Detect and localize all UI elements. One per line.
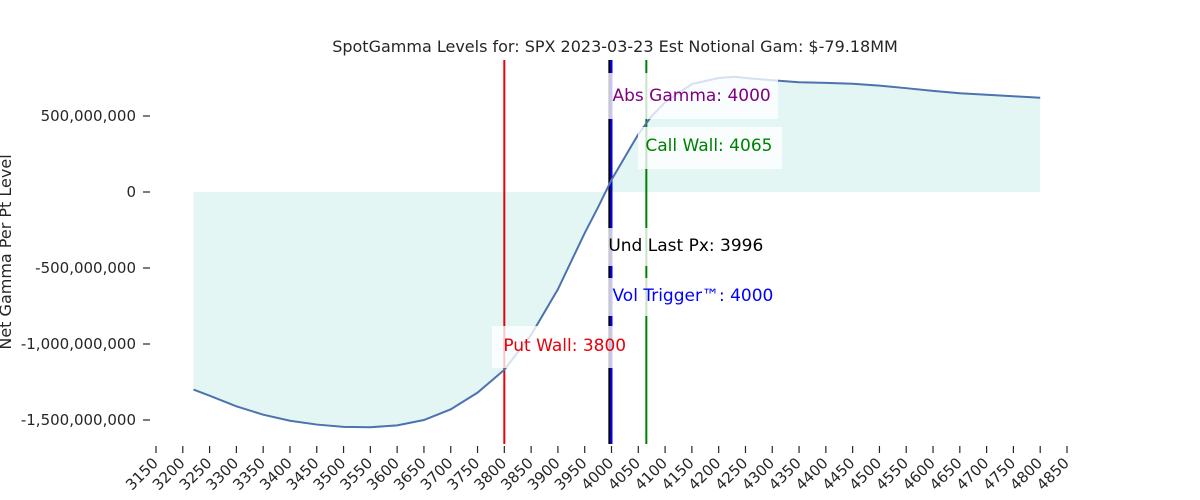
vol-trigger-label-box [604, 278, 772, 316]
y-tick-label: 500,000,000 [41, 107, 136, 125]
y-axis: 500,000,000 0 -500,000,000 -1,000,000,000 -1… [21, 107, 150, 429]
abs-gamma-label: Abs Gamma: 4000 [613, 86, 771, 106]
y-tick-label: 0 [126, 183, 136, 201]
und-last-px-label-box [604, 228, 764, 266]
call-wall-label: Call Wall: 4065 [645, 136, 772, 156]
net-gamma-area [193, 76, 1041, 428]
y-axis-label: Net Gamma Per Pt Level [0, 154, 15, 349]
y-tick-label: -500,000,000 [35, 259, 136, 277]
call-wall-label-box [638, 127, 782, 169]
chart-title: SpotGamma Levels for: SPX 2023-03-23 Est… [332, 37, 898, 56]
y-tick-label: -1,500,000,000 [21, 411, 136, 429]
x-axis: 3150320032503300335034003450350035503600… [122, 446, 1073, 494]
put-wall-label: Put Wall: 3800 [503, 336, 626, 356]
net-gamma-curve [193, 75, 1041, 429]
put-wall-label-box [492, 326, 630, 368]
und-last-px-label: Und Last Px: 3996 [608, 236, 763, 256]
y-tick-label: -1,000,000,000 [21, 335, 136, 353]
net-gamma-curve-layer [193, 75, 1041, 429]
vol-trigger-label: Vol Trigger™: 4000 [613, 286, 774, 306]
abs-gamma-label-box [604, 73, 778, 119]
annotation-layer: Abs Gamma: 4000 Call Wall: 4065 Und Last P… [492, 73, 782, 368]
net-gamma-fill-layer [193, 76, 1041, 428]
